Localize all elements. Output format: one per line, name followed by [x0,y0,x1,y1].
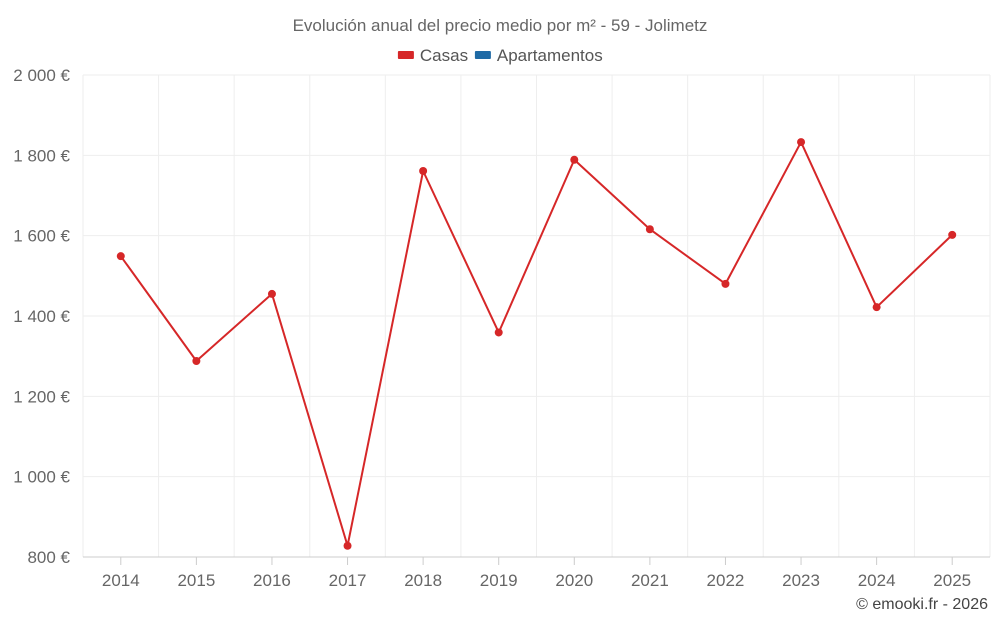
data-point-2024[interactable] [872,303,881,312]
legend-item-apartamentos[interactable]: Apartamentos [474,46,603,65]
chart-title: Evolución anual del precio medio por m² … [293,16,708,35]
series-line-casas [119,141,953,547]
y-tick-label: 2 000 € [13,66,70,85]
x-tick-label: 2017 [329,571,367,590]
chart-legend: Casas Apartamentos [397,46,603,65]
y-tick-label: 1 400 € [13,307,70,326]
data-point-2014[interactable] [116,252,125,261]
data-point-2021[interactable] [645,225,654,234]
credit-text: © emooki.fr - 2026 [856,596,988,613]
data-point-2015[interactable] [192,356,201,365]
axes: 800 € 1 000 € 1 200 € 1 400 € 1 600 € 1 800 €… [13,66,990,590]
y-tick-label: 1 600 € [13,227,70,246]
data-point-2016[interactable] [267,289,276,298]
y-tick-label: 1 800 € [13,146,70,165]
x-tick-label: 2023 [782,571,820,590]
data-point-2018[interactable] [419,166,428,175]
x-tick-label: 2022 [707,571,745,590]
legend-swatch [474,51,491,59]
grid-lines [82,74,991,557]
x-tick-label: 2024 [858,571,896,590]
x-tick-label: 2014 [102,571,140,590]
legend-swatch [397,51,414,59]
y-tick-label: 800 € [27,548,70,567]
y-tick-label: 1 200 € [13,387,70,406]
legend-label: Casas [420,46,468,65]
x-tick-label: 2025 [933,571,971,590]
legend-label: Apartamentos [497,46,603,65]
x-tick-label: 2015 [177,571,215,590]
x-tick-label: 2016 [253,571,291,590]
x-tick-label: 2019 [480,571,518,590]
x-tick-label: 2020 [555,571,593,590]
data-point-2017[interactable] [343,541,352,550]
series-layer [116,138,957,550]
data-point-2019[interactable] [494,328,503,337]
data-point-2022[interactable] [721,279,730,288]
data-point-2020[interactable] [570,155,579,164]
y-tick-label: 1 000 € [13,468,70,487]
legend-item-casas[interactable]: Casas [397,46,468,65]
data-point-2025[interactable] [948,230,957,239]
data-point-2023[interactable] [797,138,806,147]
x-tick-label: 2018 [404,571,442,590]
x-tick-label: 2021 [631,571,669,590]
